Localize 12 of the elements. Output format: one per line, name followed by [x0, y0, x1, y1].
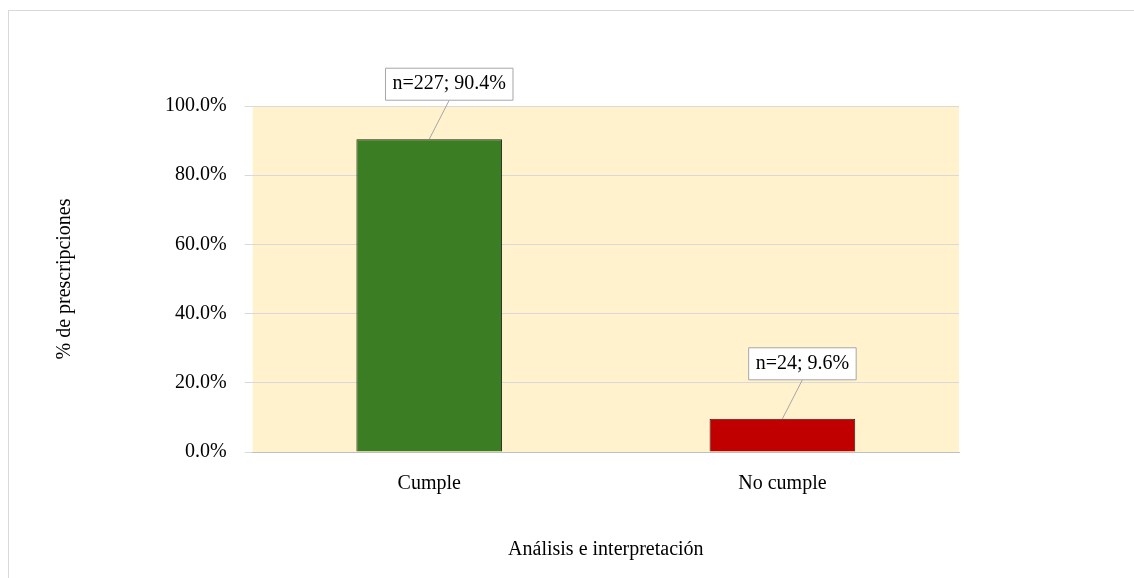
- y-tick-label: 100.0%: [164, 93, 227, 116]
- x-tick-label: Cumple: [397, 471, 462, 495]
- y-tick-label: 0.0%: [184, 439, 227, 462]
- x-tick-label: No cumple: [738, 471, 827, 495]
- data-label: n=24; 9.6%: [755, 351, 850, 374]
- y-tick-label: 20.0%: [174, 370, 227, 393]
- y-tick-label: 40.0%: [174, 300, 227, 323]
- x-axis-title: Análisis e interpretación: [508, 537, 704, 561]
- y-axis-title: % de prescripciones: [52, 198, 76, 360]
- y-tick-label: 80.0%: [174, 162, 227, 185]
- data-label: n=227; 90.4%: [392, 71, 506, 94]
- y-tick-label: 60.0%: [174, 231, 227, 254]
